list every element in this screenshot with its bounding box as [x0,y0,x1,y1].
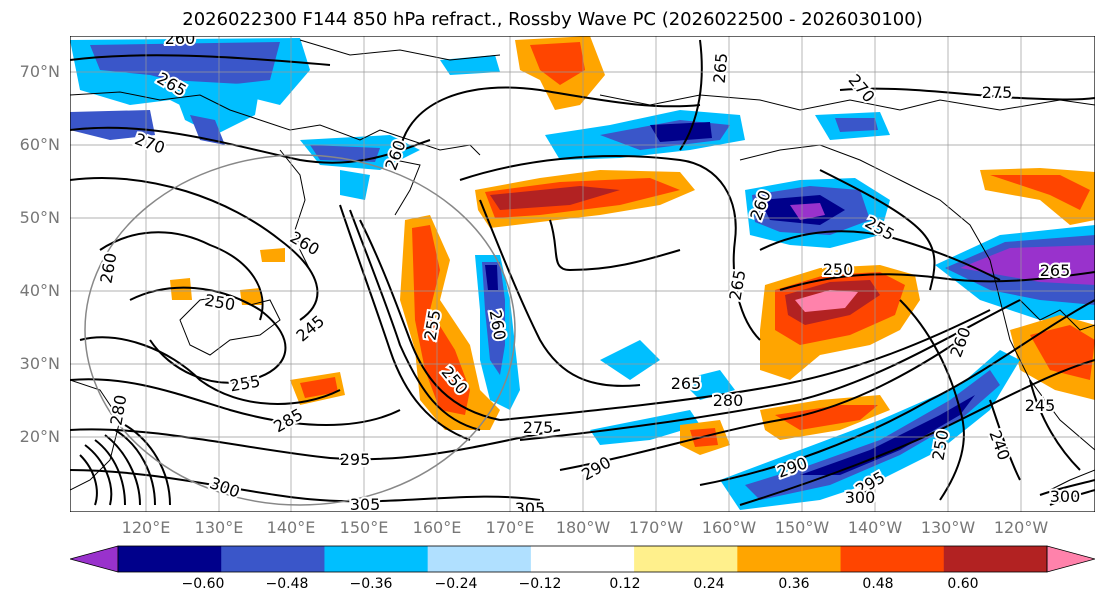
contour-label: 260 [165,36,196,48]
lon-label-150e: 150°E [339,518,389,537]
lon-label-130w: 130°W [920,518,976,537]
lon-label-170w: 170°W [628,518,684,537]
colorbar-frame [117,545,1048,573]
colorbar-segment [221,546,325,572]
lon-label-130e: 130°E [194,518,244,537]
lat-label-60n: 60°N [19,135,60,154]
lon-label-140e: 140°E [266,518,316,537]
lat-label-70n: 70°N [19,62,60,81]
colorbar-segment [840,546,945,572]
colorbar-tick: −0.48 [265,576,309,592]
contour-label: 275 [982,83,1013,102]
contour-label: 280 [713,391,744,410]
colorbar-tick: 0.60 [947,576,979,592]
contour-label: 265 [671,374,702,393]
lat-label-30n: 30°N [19,354,60,373]
contour-label: 250 [823,260,854,279]
contour-label: 300 [845,488,876,507]
lon-label-160w: 160°W [701,518,757,537]
colorbar-segment [70,545,119,573]
lon-label-140w: 140°W [847,518,903,537]
colorbar-tick: −0.24 [434,576,478,592]
colorbar-tick: −0.60 [181,576,225,592]
map-title: 2026022300 F144 850 hPa refract., Rossby… [182,9,923,30]
lat-label-50n: 50°N [19,208,60,227]
lat-label-40n: 40°N [19,281,60,300]
colorbar-segment [324,546,429,572]
region-outline [84,154,516,506]
colorbar-segment [118,546,222,572]
contour-label: 265 [1040,261,1071,280]
contour-label: 245 [1025,396,1056,415]
colorbar-segment [1046,545,1095,573]
contour-label: 305 [515,499,546,512]
colorbar-segment [530,546,635,572]
colorbar-tick: −0.36 [349,576,393,592]
lon-label-180w: 180°W [555,518,611,537]
lon-label-120e: 120°E [121,518,171,537]
colorbar-segment [737,546,842,572]
colorbar-segment [943,546,1048,572]
colorbar-tick: 0.48 [862,576,894,592]
lon-label-150w: 150°W [774,518,830,537]
colorbar-tick: 0.24 [693,576,725,592]
graticule [70,36,1095,512]
colorbar-tick: 0.36 [778,576,810,592]
contour-label: 305 [350,495,381,512]
shaded-field [70,36,1095,510]
colorbar-tick: −0.12 [518,576,562,592]
contour-label: 265 [710,52,732,84]
colorbar-segment [427,546,532,572]
lon-label-170e: 170°E [485,518,535,537]
lon-label-160e: 160°E [412,518,462,537]
contour-label: 300 [1050,487,1081,506]
colorbar-tick: 0.12 [609,576,641,592]
colorbar [70,545,1095,573]
contour-label: 275 [523,418,554,437]
lat-label-20n: 20°N [19,427,60,446]
contour-label: 295 [340,450,371,469]
lon-label-120w: 120°W [993,518,1049,537]
colorbar-segment [634,546,738,572]
